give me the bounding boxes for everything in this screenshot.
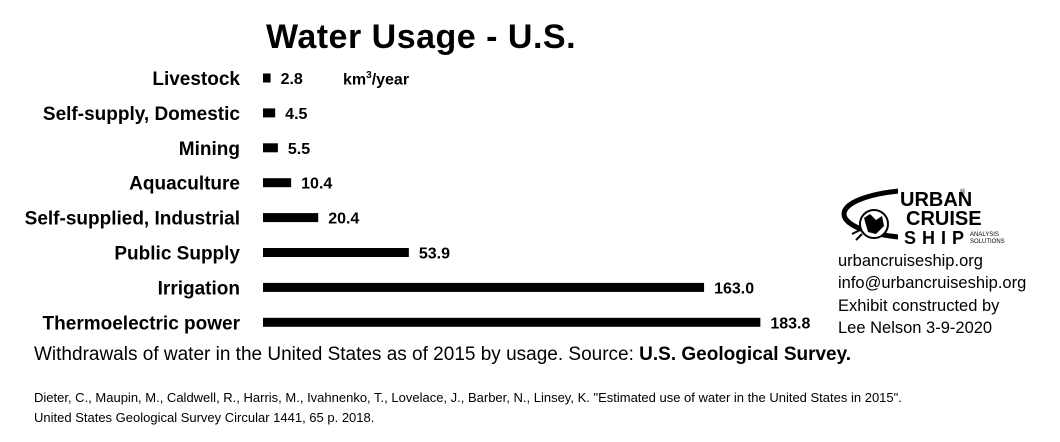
category-label-mining: Mining: [179, 139, 240, 160]
bar-thermoelectric-power: [263, 317, 761, 327]
value-label-aquaculture: 10.4: [301, 176, 332, 193]
bar-self-supply-domestic: [263, 108, 276, 118]
svg-text:CRUISE: CRUISE: [906, 208, 982, 230]
bar-self-supplied-industrial: [263, 213, 319, 223]
unit-label: km3/year: [343, 70, 409, 89]
value-label-mining: 5.5: [288, 141, 310, 158]
bar-public-supply: [263, 248, 409, 257]
value-label-irrigation: 163.0: [714, 280, 754, 297]
category-label-self-supplied-industrial: Self-supplied, Industrial: [25, 209, 240, 230]
category-label-irrigation: Irrigation: [158, 278, 240, 299]
svg-text:URBAN: URBAN: [900, 189, 972, 211]
value-label-thermoelectric-power: 183.8: [770, 315, 810, 332]
unit-superscript: 3: [366, 70, 372, 81]
category-label-thermoelectric-power: Thermoelectric power: [43, 313, 241, 334]
caption-text: Withdrawals of water in the United State…: [34, 344, 640, 365]
value-label-self-supply-domestic: 4.5: [285, 106, 307, 123]
email-text: info@urbancruiseship.org: [838, 274, 1027, 293]
value-label-livestock: 2.8: [281, 71, 303, 88]
credit-line: Exhibit constructed by: [838, 296, 1000, 315]
unit-rest: /year: [371, 71, 410, 89]
category-label-livestock: Livestock: [152, 69, 240, 90]
category-label-self-supply-domestic: Self-supply, Domestic: [43, 104, 241, 125]
bar-mining: [263, 143, 278, 153]
bar-aquaculture: [263, 178, 292, 188]
chart-title: Water Usage - U.S.: [266, 18, 577, 56]
svg-text:SOLUTIONS: SOLUTIONS: [970, 239, 1005, 245]
svg-text:ANALYSIS: ANALYSIS: [970, 232, 999, 238]
value-label-public-supply: 53.9: [419, 246, 450, 263]
citation-line-1: Dieter, C., Maupin, M., Caldwell, R., Ha…: [34, 390, 902, 405]
bar-livestock: [263, 73, 271, 83]
chart-caption: Withdrawals of water in the United State…: [34, 344, 851, 366]
category-label-public-supply: Public Supply: [114, 244, 240, 265]
urban-cruise-ship-logo-icon: URBAN CRUISE SHIP ANALYSIS SOLUTIONS ®: [838, 184, 1018, 252]
svg-text:SHIP: SHIP: [904, 228, 970, 248]
unit-base: km: [343, 71, 367, 89]
svg-text:®: ®: [960, 188, 966, 196]
citation: Dieter, C., Maupin, M., Caldwell, R., Ha…: [34, 388, 902, 428]
website-text: urbancruiseship.org: [838, 252, 983, 270]
bar-irrigation: [263, 282, 705, 292]
credit-author-date: Lee Nelson 3-9-2020: [838, 318, 993, 337]
caption-source: U.S. Geological Survey.: [639, 344, 852, 365]
category-label-aquaculture: Aquaculture: [129, 174, 240, 195]
value-label-self-supplied-industrial: 20.4: [328, 211, 359, 228]
citation-line-2: United States Geological Survey Circular…: [34, 410, 375, 425]
contact-block: urbancruiseship.org info@urbancruiseship…: [838, 250, 1026, 339]
